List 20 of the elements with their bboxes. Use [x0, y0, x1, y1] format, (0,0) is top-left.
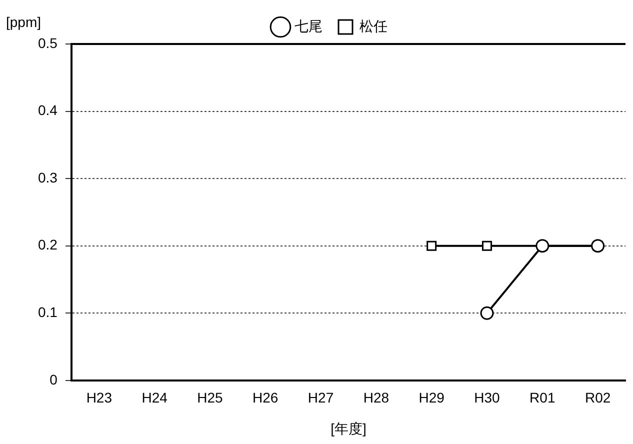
y-tick-label: 0.2: [38, 236, 58, 253]
x-tick-label: R02: [584, 390, 611, 406]
x-tick-label: H24: [142, 390, 168, 406]
legend-label: 七尾: [294, 18, 322, 34]
legend-label: 松任: [360, 18, 388, 34]
x-tick-label: R01: [530, 390, 556, 406]
y-tick-label: 0.5: [38, 34, 58, 51]
x-tick-label: H23: [86, 390, 112, 406]
y-tick-label: 0: [50, 371, 58, 388]
y-tick-label: 0.3: [38, 169, 58, 186]
x-tick-label: H27: [308, 390, 334, 406]
x-tick-label: H30: [474, 390, 500, 406]
y-tick-label: 0.4: [38, 102, 58, 118]
x-tick-label: H28: [363, 390, 390, 406]
y-tick-label: 0.1: [38, 304, 58, 320]
x-axis-title: [年度]: [330, 420, 366, 436]
x-tick-label: H26: [252, 390, 278, 406]
x-tick-label: H29: [418, 390, 445, 406]
y-axis-title: [ppm]: [6, 14, 42, 30]
x-tick-label: H25: [197, 390, 224, 406]
